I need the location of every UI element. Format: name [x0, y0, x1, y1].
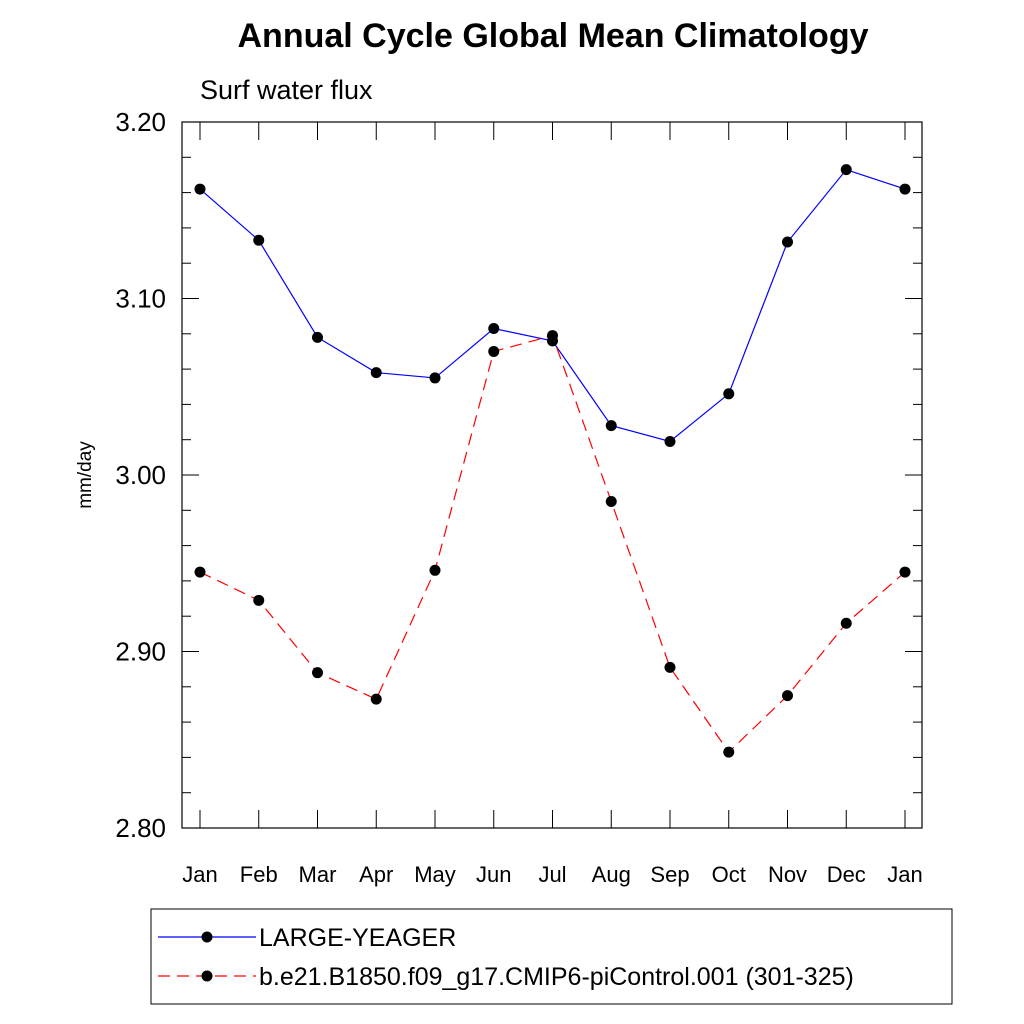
- data-point: [664, 661, 676, 673]
- data-point: [488, 345, 500, 357]
- legend-item: b.e21.B1850.f09_g17.CMIP6-piControl.001 …: [158, 963, 854, 991]
- data-point: [782, 690, 793, 702]
- y-tick-label: 3.20: [115, 107, 166, 137]
- x-tick-label: Jul: [538, 862, 566, 887]
- x-tick-label: Nov: [768, 862, 807, 887]
- x-tick-label: Mar: [299, 862, 337, 887]
- data-point: [547, 330, 558, 342]
- x-tick-label: Dec: [827, 862, 866, 887]
- x-tick-label: Feb: [240, 862, 278, 887]
- legend-box: [150, 908, 953, 1005]
- data-point: [194, 566, 206, 578]
- data-point: [194, 183, 206, 195]
- plot-frame: [181, 121, 923, 829]
- chart-subtitle: Surf water flux: [200, 75, 373, 105]
- data-point: [253, 234, 265, 246]
- series-line: [199, 168, 906, 443]
- data-point: [429, 372, 441, 384]
- data-point: [605, 420, 617, 432]
- data-point: [312, 667, 323, 679]
- series-line: [199, 334, 906, 754]
- x-tick-label: Aug: [592, 862, 631, 887]
- x-tick-label: Jan: [182, 862, 217, 887]
- x-tick-label: Oct: [712, 862, 746, 887]
- series-2: [194, 330, 911, 758]
- legend-label: LARGE-YEAGER: [259, 924, 456, 952]
- data-point: [253, 594, 265, 606]
- data-point: [840, 164, 852, 176]
- data-point: [312, 331, 323, 343]
- data-point: [899, 566, 911, 578]
- series-layer: [194, 164, 911, 758]
- chart-title: Annual Cycle Global Mean Climatology: [238, 17, 869, 55]
- data-point: [782, 236, 793, 248]
- data-point: [488, 323, 500, 335]
- legend: LARGE-YEAGER b.e21.B1850.f09_g17.CMIP6-pi…: [150, 908, 953, 1005]
- x-tick-label: Jun: [476, 862, 511, 887]
- data-point: [429, 564, 441, 576]
- y-tick-label: 3.10: [115, 284, 166, 314]
- data-point: [605, 495, 617, 507]
- x-tick-label: Sep: [650, 862, 689, 887]
- y-tick-label: 3.00: [115, 460, 166, 490]
- x-tick-label: Jan: [887, 862, 922, 887]
- y-axis-tick-labels: 2.80 2.90 3.00 3.10 3.20: [115, 107, 166, 843]
- data-point: [370, 693, 382, 705]
- data-point: [723, 746, 735, 758]
- legend-marker: [201, 970, 213, 982]
- y-axis-label: mm/day: [75, 441, 96, 509]
- y-tick-label: 2.80: [115, 813, 166, 843]
- plot-border: [181, 121, 923, 829]
- y-tick-label: 2.90: [115, 637, 166, 667]
- x-axis-tick-labels: Jan Feb Mar Apr May Jun Jul Aug Sep Oct Nov Dec Jan: [182, 862, 922, 887]
- data-point: [370, 367, 382, 379]
- legend-marker: [201, 931, 213, 943]
- axis-ticks: [182, 121, 922, 829]
- data-point: [664, 435, 676, 447]
- x-tick-label: Apr: [359, 862, 393, 887]
- x-tick-label: May: [414, 862, 456, 887]
- series-1: [194, 164, 911, 447]
- data-point: [840, 617, 852, 629]
- data-point: [899, 183, 911, 195]
- legend-item: LARGE-YEAGER: [158, 924, 456, 952]
- data-point: [723, 388, 735, 400]
- legend-label: b.e21.B1850.f09_g17.CMIP6-piControl.001 …: [259, 963, 854, 991]
